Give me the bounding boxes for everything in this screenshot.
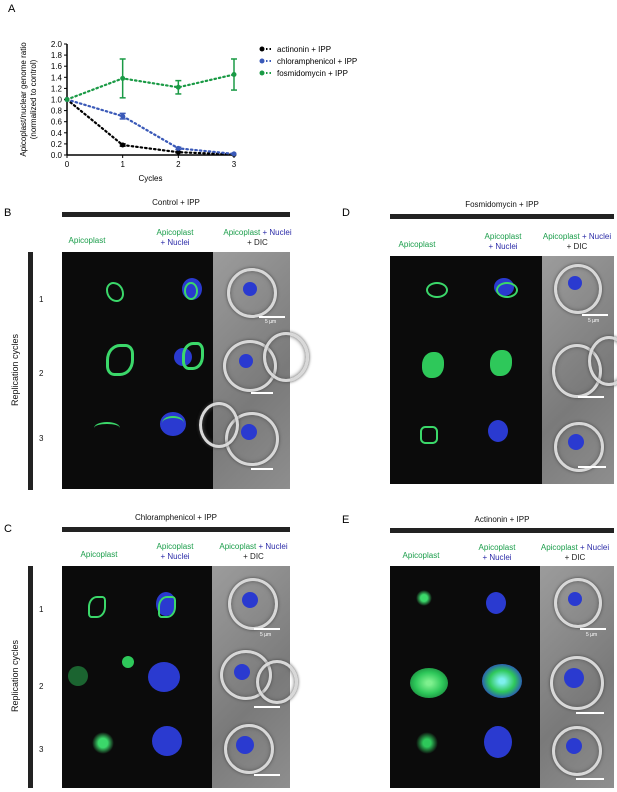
micrograph-dic-b: 5 µm <box>199 252 309 489</box>
row-number: 2 <box>39 369 44 378</box>
y-tick-label: 0.2 <box>51 140 63 149</box>
panel-label-b: B <box>4 207 12 219</box>
y-tick-label: 1.8 <box>51 51 63 60</box>
data-point <box>120 142 126 148</box>
col-head-dic-b: Apicoplast + Nuclei + DIC <box>223 228 292 247</box>
col-head-nuclei-d: Apicoplast + Nuclei <box>484 232 522 251</box>
panel-d-title-bar <box>390 214 614 219</box>
legend-label: fosmidomycin + IPP <box>277 69 348 78</box>
legend-label: actinonin + IPP <box>277 45 331 54</box>
y-tick-label: 0.0 <box>51 151 63 160</box>
micrograph-dic-c: 5 µm <box>212 566 298 788</box>
x-tick-label: 2 <box>176 160 181 169</box>
scalebar-label: 5 µm <box>588 318 600 324</box>
legend-marker <box>259 58 265 64</box>
panel-d-title: Fosmidomycin + IPP <box>465 200 539 209</box>
legend-marker <box>259 70 265 76</box>
scalebar-label: 5 µm <box>260 632 272 638</box>
panel-b-title-bar <box>62 212 290 217</box>
panel-b-title: Control + IPP <box>152 198 200 207</box>
data-point <box>231 151 237 157</box>
col-head-dic-d: Apicoplast + Nuclei + DIC <box>542 232 612 251</box>
scalebar-label: 5 µm <box>586 632 598 638</box>
col-head-dic-c: Apicoplast + Nuclei + DIC <box>219 542 288 561</box>
col-head-apicoplast-d: Apicoplast <box>398 240 436 249</box>
replication-label-b: Replication cycles <box>10 333 20 407</box>
x-tick-label: 3 <box>232 160 237 169</box>
legend-label: chloramphenicol + IPP <box>277 57 357 66</box>
y-axis-label: (normalized to control) <box>29 59 38 139</box>
row-number: 2 <box>39 682 44 691</box>
col-head-nuclei-c: Apicoplast + Nuclei <box>156 542 194 561</box>
x-tick-label: 0 <box>65 160 70 169</box>
panel-label-c: C <box>4 523 12 535</box>
col-head-nuclei-e: Apicoplast + Nuclei <box>478 543 516 562</box>
y-tick-label: 1.0 <box>51 96 63 105</box>
data-point <box>175 145 181 151</box>
col-head-apicoplast-b: Apicoplast <box>68 236 106 245</box>
series-line <box>65 73 236 101</box>
data-point <box>231 72 237 78</box>
y-tick-label: 1.4 <box>51 73 63 82</box>
panel-e-title-bar <box>390 528 614 533</box>
x-tick-label: 1 <box>120 160 125 169</box>
y-tick-label: 1.6 <box>51 62 63 71</box>
x-axis-label: Cycles <box>138 174 162 183</box>
scalebar-label: 5 µm <box>265 319 277 325</box>
replication-bar-b <box>28 252 33 490</box>
micrograph-dic-e: 5 µm <box>540 566 614 788</box>
data-point <box>175 84 181 90</box>
y-axis-label: Apicoplast/nuclear genome ratio <box>19 42 28 157</box>
panel-c-title-bar <box>62 527 290 532</box>
replication-label-c: Replication cycles <box>10 639 20 713</box>
col-head-apicoplast-e: Apicoplast <box>402 551 440 560</box>
series-line <box>65 98 236 155</box>
micrograph-fluorescence-e <box>390 566 540 788</box>
micrograph-fluorescence-b <box>62 252 213 489</box>
legend-marker <box>259 46 265 52</box>
panel-label-e: E <box>342 514 350 526</box>
micrograph-dic-d: 5 µm <box>542 256 617 484</box>
row-number: 3 <box>39 434 44 443</box>
micrograph-fluorescence-d <box>390 256 542 484</box>
y-tick-label: 2.0 <box>51 40 63 49</box>
row-number: 1 <box>39 295 44 304</box>
y-tick-label: 0.4 <box>51 129 63 138</box>
col-head-dic-e: Apicoplast + Nuclei + DIC <box>540 543 610 562</box>
y-tick-label: 0.6 <box>51 118 63 127</box>
panel-label-a: A <box>8 3 16 15</box>
data-point <box>175 149 181 155</box>
micrograph-fluorescence-c <box>62 566 212 788</box>
row-number: 3 <box>39 745 44 754</box>
y-tick-label: 1.2 <box>51 84 63 93</box>
panel-e-title: Actinonin + IPP <box>474 515 530 524</box>
data-point <box>120 75 126 81</box>
panel-c-title: Chloramphenicol + IPP <box>134 513 218 522</box>
col-head-apicoplast-c: Apicoplast <box>80 550 118 559</box>
replication-bar-c <box>28 566 33 788</box>
y-tick-label: 0.8 <box>51 107 63 116</box>
col-head-nuclei-b: Apicoplast + Nuclei <box>156 228 194 247</box>
data-point <box>120 113 126 119</box>
line-chart: 0.0 0.2 0.4 0.6 0.8 1.0 1.2 1.4 1.6 1.8 2.0 0 1 2 3 Cyc… <box>19 40 357 183</box>
panel-label-d: D <box>342 207 350 219</box>
series-line <box>65 98 236 156</box>
data-point <box>64 97 70 102</box>
row-number: 1 <box>39 605 44 614</box>
